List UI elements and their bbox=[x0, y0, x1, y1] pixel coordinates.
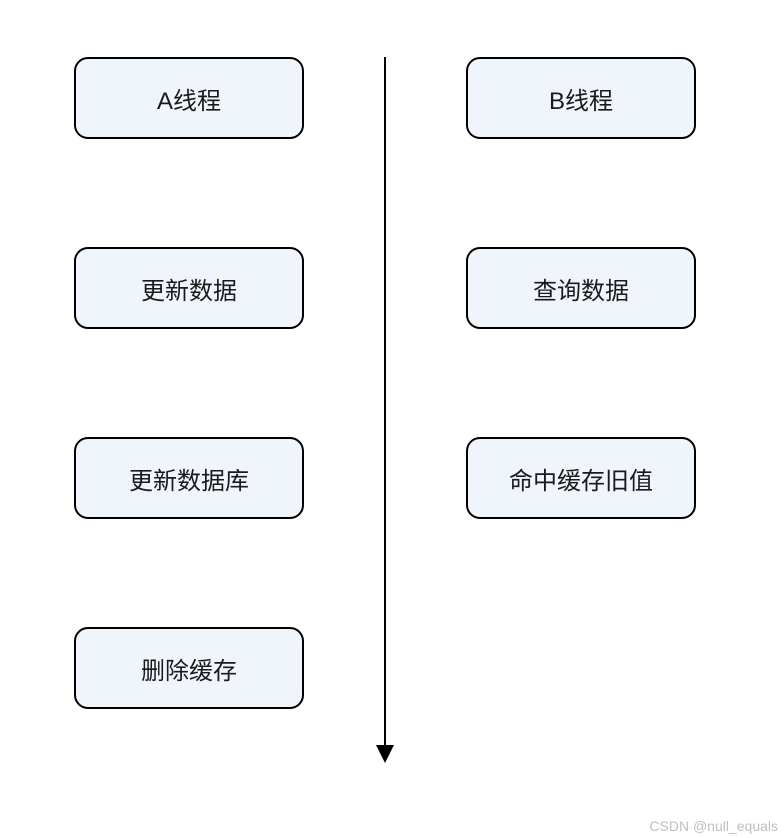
node-label: B线程 bbox=[549, 81, 613, 116]
node-label: 更新数据 bbox=[141, 271, 237, 306]
node-delete-cache: 删除缓存 bbox=[74, 627, 304, 709]
node-label: 删除缓存 bbox=[141, 651, 237, 686]
node-label: A线程 bbox=[157, 81, 221, 116]
timeline-arrow-head-icon bbox=[376, 745, 394, 763]
node-b-thread: B线程 bbox=[466, 57, 696, 139]
node-a-thread: A线程 bbox=[74, 57, 304, 139]
node-label: 查询数据 bbox=[533, 271, 629, 306]
node-update-data: 更新数据 bbox=[74, 247, 304, 329]
node-query-data: 查询数据 bbox=[466, 247, 696, 329]
watermark-text: CSDN @null_equals bbox=[649, 818, 778, 834]
node-cache-old-value: 命中缓存旧值 bbox=[466, 437, 696, 519]
timeline-arrow-line bbox=[384, 57, 387, 749]
node-label: 更新数据库 bbox=[129, 461, 249, 496]
node-update-database: 更新数据库 bbox=[74, 437, 304, 519]
node-label: 命中缓存旧值 bbox=[509, 461, 653, 496]
